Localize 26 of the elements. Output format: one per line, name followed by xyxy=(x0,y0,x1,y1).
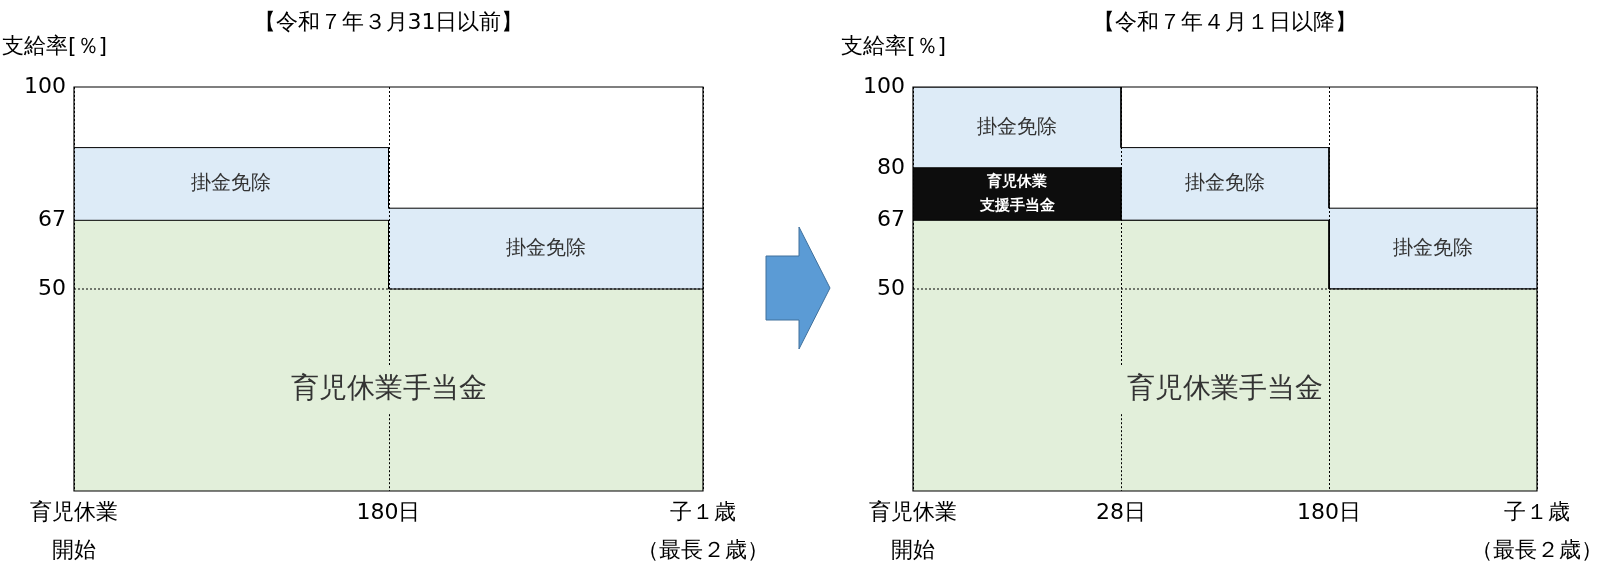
y-tick-label: 80 xyxy=(877,153,905,179)
series-label: 掛金免除 xyxy=(1185,170,1265,195)
y-tick-label: 67 xyxy=(877,206,905,232)
text: 掛金免除 xyxy=(1393,234,1473,259)
y-tick-label: 50 xyxy=(38,274,66,300)
text: 掛金免除 xyxy=(977,113,1057,138)
y-axis-title: 支給率[％] xyxy=(2,32,108,58)
text: 掛金免除 xyxy=(505,234,586,259)
x-tick-label: 180日 xyxy=(1297,498,1361,524)
series-label: 育児休業手当金 xyxy=(1127,371,1323,405)
y-tick-label: 67 xyxy=(38,206,66,232)
series-label: 育児休業手当金 xyxy=(290,371,487,405)
x-tick-label: 28日 xyxy=(1096,498,1146,524)
x-tick-label: 180日 xyxy=(356,498,421,524)
y-tick-label: 50 xyxy=(877,274,905,300)
x-tick-label: 育児休業開始 xyxy=(869,498,957,563)
series-label: 掛金免除 xyxy=(191,170,272,195)
x-tick-label: 子１歳（最長２歳） xyxy=(637,498,769,563)
chart-title: 【令和７年４月１日以降】 xyxy=(1093,8,1357,34)
y-tick-label: 100 xyxy=(24,72,66,98)
x-tick-label: 子１歳（最長２歳） xyxy=(1471,498,1603,563)
y-axis-title: 支給率[％] xyxy=(841,32,947,58)
chart-title: 【令和７年３月31日以前】 xyxy=(253,8,524,34)
x-tick-label: 育児休業開始 xyxy=(30,498,118,563)
y-tick-label: 100 xyxy=(863,72,905,98)
series-label: 育児休業支援手当金 xyxy=(978,171,1055,214)
